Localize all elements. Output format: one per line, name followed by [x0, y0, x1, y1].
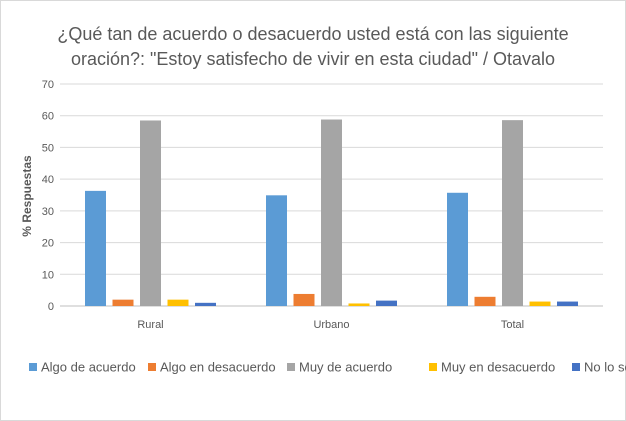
y-axis-ticks: 0 10 20 30 40 50 60 70 [42, 79, 54, 313]
legend-item: No lo sé [572, 360, 626, 375]
x-category-label: Total [501, 319, 524, 331]
chart-title: ¿Qué tan de acuerdo o desacuerdo usted e… [0, 22, 626, 72]
bar-total-4 [557, 301, 578, 306]
legend-label: No lo sé [584, 360, 626, 375]
y-axis-label: % Respuestas [20, 155, 34, 237]
chart-title-line-1: ¿Qué tan de acuerdo o desacuerdo usted e… [57, 24, 569, 44]
y-tick-label: 70 [42, 79, 54, 91]
bars [85, 119, 578, 307]
bar-urbano-1 [293, 293, 315, 306]
category-labels: Rural Urbano Total [137, 319, 524, 331]
y-tick-label: 40 [42, 174, 54, 186]
x-category-label: Urbano [313, 319, 349, 331]
y-tick-label: 60 [42, 111, 54, 123]
bar-urbano-2 [321, 119, 342, 307]
bar-total-0 [447, 192, 468, 306]
y-tick-label: 0 [48, 301, 54, 313]
legend-item: Muy en desacuerdo [429, 360, 555, 375]
bar-total-3 [529, 301, 551, 306]
legend-item: Algo de acuerdo [29, 360, 136, 375]
legend-item: Muy de acuerdo [287, 360, 392, 375]
legend-swatch [429, 363, 437, 371]
y-tick-label: 50 [42, 142, 54, 154]
legend-label: Muy en desacuerdo [441, 360, 555, 375]
legend-item: Algo en desacuerdo [148, 360, 276, 375]
legend-label: Algo de acuerdo [41, 360, 136, 375]
bar-urbano-4 [376, 300, 397, 306]
bar-rural-4 [195, 302, 216, 306]
chart-title-line-2: oración?: "Estoy satisfecho de vivir en … [70, 49, 556, 69]
x-category-label: Rural [137, 319, 163, 331]
bar-total-2 [502, 120, 523, 306]
y-tick-label: 30 [42, 206, 54, 218]
legend-swatch [572, 363, 580, 371]
bar-urbano-3 [348, 303, 370, 306]
bar-rural-3 [167, 299, 189, 306]
legend-swatch [148, 363, 156, 371]
bar-total-1 [474, 296, 496, 306]
legend-swatch [29, 363, 37, 371]
y-tick-label: 10 [42, 269, 54, 281]
legend: Algo de acuerdo Algo en desacuerdo Muy de … [29, 360, 626, 375]
bar-rural-0 [85, 190, 106, 306]
bar-rural-1 [112, 299, 134, 306]
bar-rural-2 [140, 120, 161, 306]
legend-swatch [287, 363, 295, 371]
legend-label: Muy de acuerdo [299, 360, 392, 375]
legend-label: Algo en desacuerdo [160, 360, 276, 375]
y-tick-label: 20 [42, 238, 54, 250]
bar-urbano-0 [266, 195, 287, 306]
